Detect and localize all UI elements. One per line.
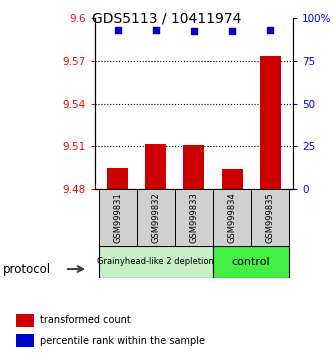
FancyBboxPatch shape xyxy=(213,246,289,278)
Point xyxy=(267,27,273,33)
FancyBboxPatch shape xyxy=(213,189,251,246)
FancyBboxPatch shape xyxy=(251,189,289,246)
Text: percentile rank within the sample: percentile rank within the sample xyxy=(40,336,205,346)
Text: GSM999832: GSM999832 xyxy=(152,192,161,243)
FancyBboxPatch shape xyxy=(99,189,137,246)
Text: control: control xyxy=(232,257,270,267)
Bar xyxy=(221,169,242,189)
Bar xyxy=(146,144,166,189)
Bar xyxy=(16,314,34,327)
Bar xyxy=(260,56,281,189)
Text: GSM999834: GSM999834 xyxy=(227,192,236,243)
Text: protocol: protocol xyxy=(3,263,52,275)
FancyBboxPatch shape xyxy=(137,189,175,246)
Text: transformed count: transformed count xyxy=(40,315,131,325)
Text: GDS5113 / 10411974: GDS5113 / 10411974 xyxy=(92,11,241,25)
FancyBboxPatch shape xyxy=(175,189,213,246)
Text: GSM999833: GSM999833 xyxy=(189,192,198,243)
Text: GSM999835: GSM999835 xyxy=(266,192,275,243)
FancyBboxPatch shape xyxy=(99,246,213,278)
Text: Grainyhead-like 2 depletion: Grainyhead-like 2 depletion xyxy=(98,257,214,267)
Text: GSM999831: GSM999831 xyxy=(113,192,122,243)
Bar xyxy=(16,334,34,347)
Point xyxy=(191,29,196,34)
Point xyxy=(153,27,159,33)
Bar xyxy=(107,168,128,189)
Point xyxy=(115,27,121,33)
Point xyxy=(229,29,235,34)
Bar xyxy=(183,145,204,189)
